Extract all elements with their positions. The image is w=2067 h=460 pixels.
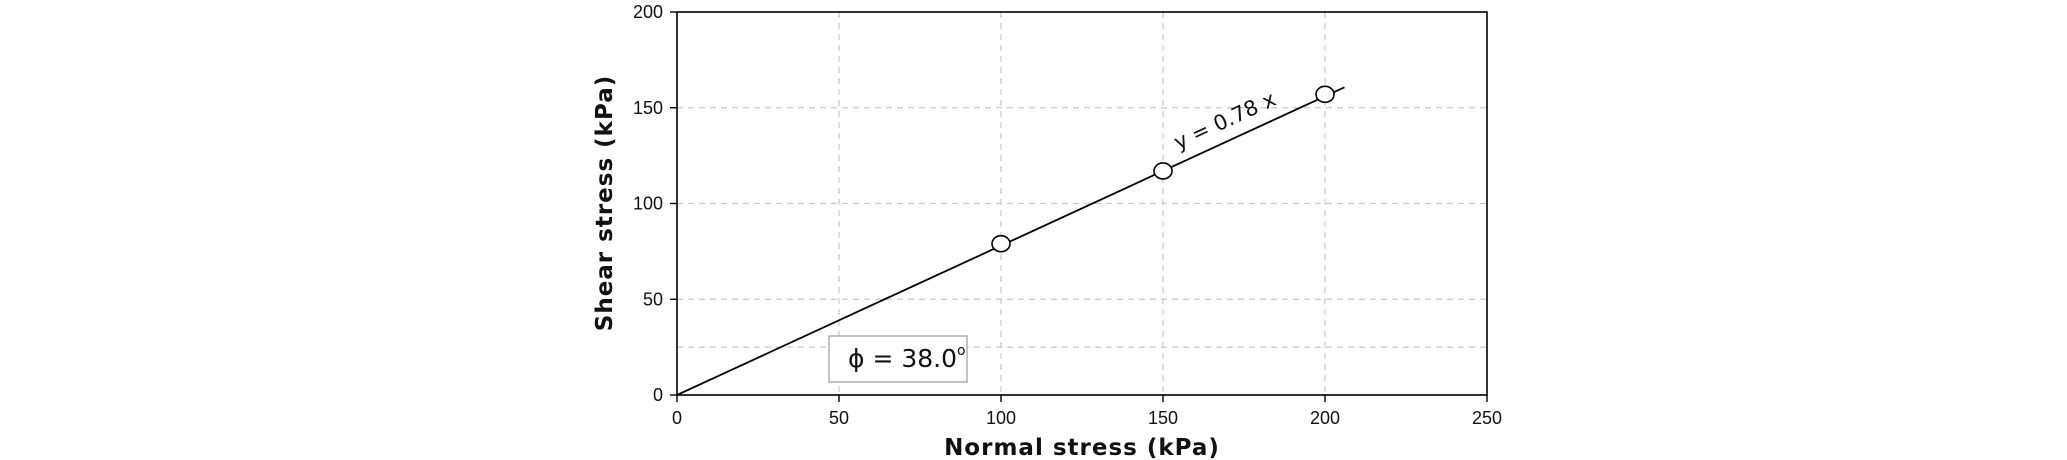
x-tick-label: 150 bbox=[1148, 408, 1178, 428]
phi-symbol: ϕ bbox=[848, 344, 865, 373]
y-tick-label: 200 bbox=[633, 2, 663, 22]
data-point bbox=[1315, 85, 1335, 104]
degree-symbol: o bbox=[957, 343, 966, 359]
y-axis-title: Shear stress (kPa) bbox=[592, 75, 618, 332]
x-tick-label: 100 bbox=[986, 408, 1016, 428]
axis-ticks: 0 50 100 150 200 250 0 50 100 150 200 bbox=[633, 2, 1502, 428]
x-axis-title: Normal stress (kPa) bbox=[944, 435, 1220, 460]
grid-lines bbox=[677, 12, 1487, 395]
fit-line bbox=[676, 86, 1345, 396]
svg-text:ϕ = 38.0o: ϕ = 38.0o bbox=[848, 343, 966, 373]
x-tick-label: 50 bbox=[829, 408, 849, 428]
y-tick-label: 50 bbox=[643, 289, 663, 309]
phi-annotation-box: ϕ = 38.0o bbox=[828, 335, 968, 383]
phi-value: = 38.0 bbox=[865, 344, 958, 373]
data-point bbox=[1153, 162, 1173, 180]
x-tick-label: 0 bbox=[672, 408, 682, 428]
data-points bbox=[991, 85, 1335, 253]
fit-line-group bbox=[676, 86, 1345, 396]
fit-line-label: y = 0.78 x bbox=[1170, 87, 1279, 155]
y-tick-label: 150 bbox=[633, 98, 663, 118]
data-point bbox=[991, 234, 1011, 253]
y-tick-label: 0 bbox=[653, 385, 663, 405]
x-tick-label: 250 bbox=[1472, 408, 1502, 428]
y-tick-label: 100 bbox=[633, 194, 663, 214]
x-tick-label: 200 bbox=[1310, 408, 1340, 428]
